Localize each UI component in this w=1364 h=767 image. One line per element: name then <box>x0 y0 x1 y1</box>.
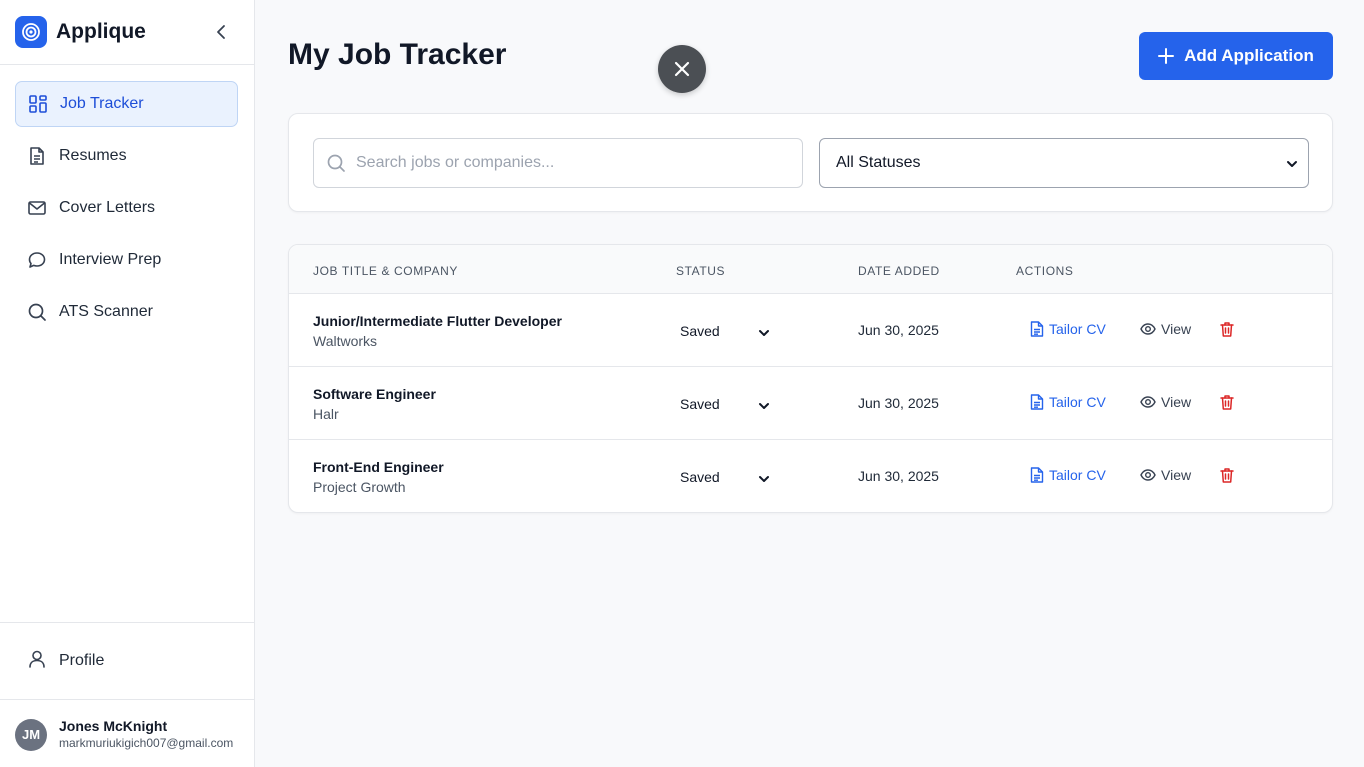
sidebar-item-label: Profile <box>59 652 105 669</box>
search-input[interactable] <box>356 154 786 172</box>
chat-icon <box>27 250 47 270</box>
view-button[interactable]: View <box>1140 394 1191 410</box>
chevron-down-icon <box>1286 157 1298 175</box>
company-name: Halr <box>313 406 339 422</box>
close-icon <box>674 61 690 77</box>
tailor-cv-label: Tailor CV <box>1049 394 1106 410</box>
sidebar-item-label: Cover Letters <box>59 199 156 216</box>
date-added: Jun 30, 2025 <box>858 395 939 411</box>
chevron-left-icon <box>217 25 225 39</box>
tailor-cv-button[interactable]: Tailor CV <box>1030 321 1106 337</box>
chevron-down-icon <box>758 399 770 415</box>
sidebar-item-ats-scanner[interactable]: ATS Scanner <box>15 289 238 335</box>
trash-icon <box>1219 321 1235 337</box>
view-label: View <box>1161 394 1192 410</box>
sidebar-nav: Job Tracker Resumes Cover Letters Interv… <box>0 65 254 335</box>
document-icon <box>27 146 47 166</box>
sidebar-item-label: ATS Scanner <box>59 303 153 320</box>
sidebar-item-interview-prep[interactable]: Interview Prep <box>15 237 238 283</box>
document-icon <box>1030 394 1044 410</box>
delete-button[interactable] <box>1219 394 1235 410</box>
close-button[interactable] <box>658 45 706 93</box>
sidebar-item-resumes[interactable]: Resumes <box>15 133 238 179</box>
tailor-cv-button[interactable]: Tailor CV <box>1030 467 1106 483</box>
mail-icon <box>27 198 47 218</box>
collapse-sidebar-button[interactable] <box>212 22 230 42</box>
filter-bar: All Statuses <box>288 113 1333 212</box>
document-icon <box>1030 467 1044 483</box>
tailor-cv-label: Tailor CV <box>1049 321 1106 337</box>
trash-icon <box>1219 467 1235 483</box>
view-label: View <box>1161 467 1192 483</box>
plus-icon <box>1158 48 1175 64</box>
company-name: Waltworks <box>313 333 378 349</box>
user-email: markmuriukigich007@gmail.com <box>59 736 234 750</box>
delete-button[interactable] <box>1219 467 1235 483</box>
app-name: Applique <box>56 20 146 43</box>
delete-button[interactable] <box>1219 321 1235 337</box>
chevron-down-icon <box>758 472 770 488</box>
document-icon <box>1030 321 1044 337</box>
job-title: Front-End Engineer <box>313 459 444 475</box>
search-icon <box>27 302 47 322</box>
page-title: My Job Tracker <box>288 38 507 71</box>
target-logo-icon <box>15 16 47 48</box>
status-filter-select[interactable]: All Statuses <box>819 138 1309 188</box>
add-application-button[interactable]: Add Application <box>1139 32 1333 80</box>
row-status-select[interactable]: Saved <box>672 464 772 490</box>
column-header-job: JOB TITLE & COMPANY <box>313 264 458 278</box>
sidebar-item-label: Interview Prep <box>59 251 162 268</box>
search-icon <box>326 153 346 173</box>
table-row: Junior/Intermediate Flutter Developer Wa… <box>289 294 1332 367</box>
column-header-status: STATUS <box>676 264 726 278</box>
table-row: Front-End Engineer Project Growth Saved … <box>289 440 1332 512</box>
row-status-value: Saved <box>680 469 720 485</box>
trash-icon <box>1219 394 1235 410</box>
sidebar-item-cover-letters[interactable]: Cover Letters <box>15 185 238 231</box>
add-application-label: Add Application <box>1184 46 1314 65</box>
tailor-cv-button[interactable]: Tailor CV <box>1030 394 1106 410</box>
user-name: Jones McKnight <box>59 718 168 734</box>
grid-icon <box>28 94 48 114</box>
date-added: Jun 30, 2025 <box>858 322 939 338</box>
column-header-actions: ACTIONS <box>1016 264 1074 278</box>
row-status-value: Saved <box>680 396 720 412</box>
user-icon <box>27 649 47 674</box>
sidebar-item-label: Resumes <box>59 147 127 164</box>
job-title: Software Engineer <box>313 386 436 402</box>
job-title: Junior/Intermediate Flutter Developer <box>313 313 562 329</box>
eye-icon <box>1140 467 1156 483</box>
table-header: JOB TITLE & COMPANY STATUS DATE ADDED AC… <box>289 245 1332 294</box>
search-box <box>313 138 803 188</box>
date-added: Jun 30, 2025 <box>858 468 939 484</box>
view-label: View <box>1161 321 1192 337</box>
chevron-down-icon <box>758 326 770 342</box>
sidebar: Applique Job Tracker Resumes Cover Lette… <box>0 0 255 767</box>
status-filter-value: All Statuses <box>836 154 921 171</box>
company-name: Project Growth <box>313 479 406 495</box>
column-header-date: DATE ADDED <box>858 264 940 278</box>
table-row: Software Engineer Halr Saved Jun 30, 202… <box>289 367 1332 440</box>
view-button[interactable]: View <box>1140 467 1191 483</box>
jobs-table: JOB TITLE & COMPANY STATUS DATE ADDED AC… <box>288 244 1333 513</box>
brand-header: Applique <box>0 0 254 65</box>
row-status-select[interactable]: Saved <box>672 318 772 344</box>
avatar: JM <box>15 718 47 751</box>
sidebar-item-profile[interactable]: Profile <box>0 622 254 700</box>
sidebar-item-label: Job Tracker <box>60 95 144 112</box>
row-status-value: Saved <box>680 323 720 339</box>
eye-icon <box>1140 394 1156 410</box>
view-button[interactable]: View <box>1140 321 1191 337</box>
tailor-cv-label: Tailor CV <box>1049 467 1106 483</box>
eye-icon <box>1140 321 1156 337</box>
user-card: JM Jones McKnight markmuriukigich007@gma… <box>15 717 233 752</box>
sidebar-item-job-tracker[interactable]: Job Tracker <box>15 81 238 127</box>
row-status-select[interactable]: Saved <box>672 391 772 417</box>
